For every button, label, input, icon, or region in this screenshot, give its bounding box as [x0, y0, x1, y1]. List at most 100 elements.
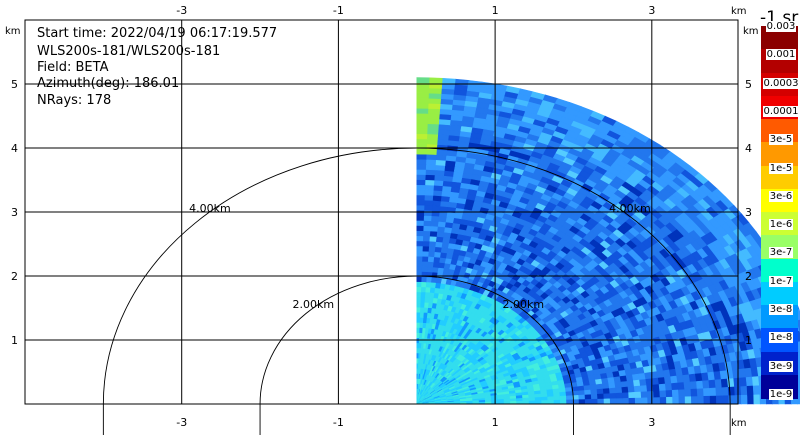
range-ring-label: 2.00km — [503, 298, 545, 311]
heatmap-cell — [416, 209, 425, 216]
heatmap-cell — [423, 220, 432, 227]
heatmap-cell — [416, 291, 422, 298]
instrument-label: WLS200s-181/WLS200s-181 — [37, 44, 221, 59]
heatmap-cell — [547, 399, 555, 405]
heatmap-cell — [590, 393, 599, 400]
heatmap-cell — [584, 398, 592, 405]
heatmap-cell — [416, 153, 428, 160]
heatmap-cell — [421, 266, 429, 273]
heatmap-cell — [720, 378, 729, 389]
heatmap-cell — [416, 306, 421, 313]
heatmap-cell — [690, 388, 698, 398]
heatmap-cell — [429, 77, 444, 84]
heatmap-cell — [615, 387, 623, 394]
heatmap-cell — [609, 387, 617, 395]
heatmap-cell — [751, 376, 760, 387]
heatmap-cell — [709, 387, 717, 397]
x-tick-label-top: -3 — [176, 4, 187, 17]
heatmap-cell — [703, 395, 711, 405]
heatmap-cell — [416, 301, 422, 308]
colorbar-tick-text: 3e-8 — [768, 304, 794, 316]
y-tick-label-right: 3 — [745, 206, 752, 219]
heatmap-cell — [416, 184, 426, 191]
colorbar-tick-text: 1e-8 — [768, 332, 794, 344]
heatmap-cell — [634, 391, 642, 399]
heatmap-cell — [431, 205, 441, 212]
x-tick-label-top: 3 — [648, 4, 655, 17]
heatmap-cell — [424, 189, 435, 196]
heatmap-cell — [578, 399, 586, 405]
heatmap-cell — [602, 383, 610, 390]
heatmap-cell — [633, 379, 641, 387]
heatmap-cell — [416, 87, 430, 94]
x-tick-label-bottom: 3 — [648, 416, 655, 429]
heatmap-cell — [416, 174, 427, 181]
heatmap-cell — [416, 250, 424, 257]
range-ring-label: 2.00km — [293, 298, 335, 311]
x-unit-top: km — [731, 6, 747, 17]
heatmap-cell — [416, 311, 421, 318]
heatmap-cell — [420, 291, 427, 298]
colorbar-tick-text: 0.003 — [765, 21, 797, 32]
colorbar-tick-text: 3e-7 — [768, 247, 794, 259]
heatmap-cell — [428, 108, 441, 115]
heatmap-cell — [603, 398, 611, 405]
heatmap-cell — [416, 245, 424, 252]
heatmap-cell — [664, 376, 672, 385]
x-tick-label-bottom: 1 — [492, 416, 499, 429]
colorbar-tick-label: 3e-7 — [762, 247, 800, 259]
heatmap-cell — [678, 389, 686, 398]
heatmap-cell — [416, 138, 428, 145]
heatmap-cell — [546, 392, 555, 398]
heatmap-cell — [553, 395, 561, 401]
heatmap-cell — [434, 169, 446, 176]
heatmap-cell — [595, 383, 604, 390]
heatmap-cell — [416, 204, 426, 211]
azimuth-label: Azimuth(deg): 186.01 — [37, 76, 180, 91]
heatmap-cell — [428, 250, 436, 258]
y-tick-label-left: 4 — [11, 142, 18, 155]
colorbar-tick-label: 3e-9 — [762, 360, 800, 372]
colorbar-tick-text: 3e-9 — [768, 360, 794, 372]
y-tick-label-left: 5 — [11, 78, 18, 91]
heatmap-cell — [424, 199, 434, 206]
heatmap-cell — [423, 209, 433, 217]
heatmap-cell — [641, 397, 649, 405]
heatmap-cell — [424, 184, 435, 191]
heatmap-cell — [425, 179, 436, 186]
heatmap-cell — [422, 235, 431, 242]
colorbar-segment — [761, 142, 798, 166]
heatmap-cell — [431, 215, 440, 222]
x-tick-label-top: -1 — [333, 4, 344, 17]
nrays-label: NRays: 178 — [37, 93, 112, 108]
heatmap-cell — [622, 392, 630, 399]
heatmap-cell — [516, 397, 524, 402]
heatmap-cell — [664, 383, 673, 392]
heatmap-cell — [640, 391, 648, 399]
y-tick-label-left: 2 — [11, 270, 18, 283]
heatmap-cell — [437, 226, 446, 233]
heatmap-cells — [416, 77, 800, 405]
heatmap-cell — [540, 393, 548, 398]
y-unit-right: km — [743, 26, 759, 37]
heatmap-cell — [614, 381, 623, 389]
heatmap-cell — [708, 379, 717, 389]
heatmap-cell — [683, 381, 692, 391]
heatmap-cell — [420, 286, 427, 293]
heatmap-cell — [422, 250, 430, 257]
colorbar-tick-text: 3e-5 — [768, 134, 794, 146]
heatmap-cell — [421, 281, 427, 288]
heatmap-cell — [416, 260, 423, 267]
heatmap-cell — [659, 396, 667, 405]
heatmap-cell — [416, 189, 426, 196]
heatmap-cell — [647, 397, 655, 405]
heatmap-cell — [434, 246, 443, 253]
heatmap-cell — [433, 189, 443, 197]
heatmap-cell — [416, 255, 424, 262]
heatmap-cell — [433, 179, 445, 187]
colorbar-tick-text: 1e-6 — [768, 219, 794, 231]
heatmap-cell — [430, 220, 440, 227]
heatmap-cell — [426, 148, 438, 155]
heatmap-cell — [646, 384, 654, 393]
heatmap-cell — [428, 87, 443, 94]
